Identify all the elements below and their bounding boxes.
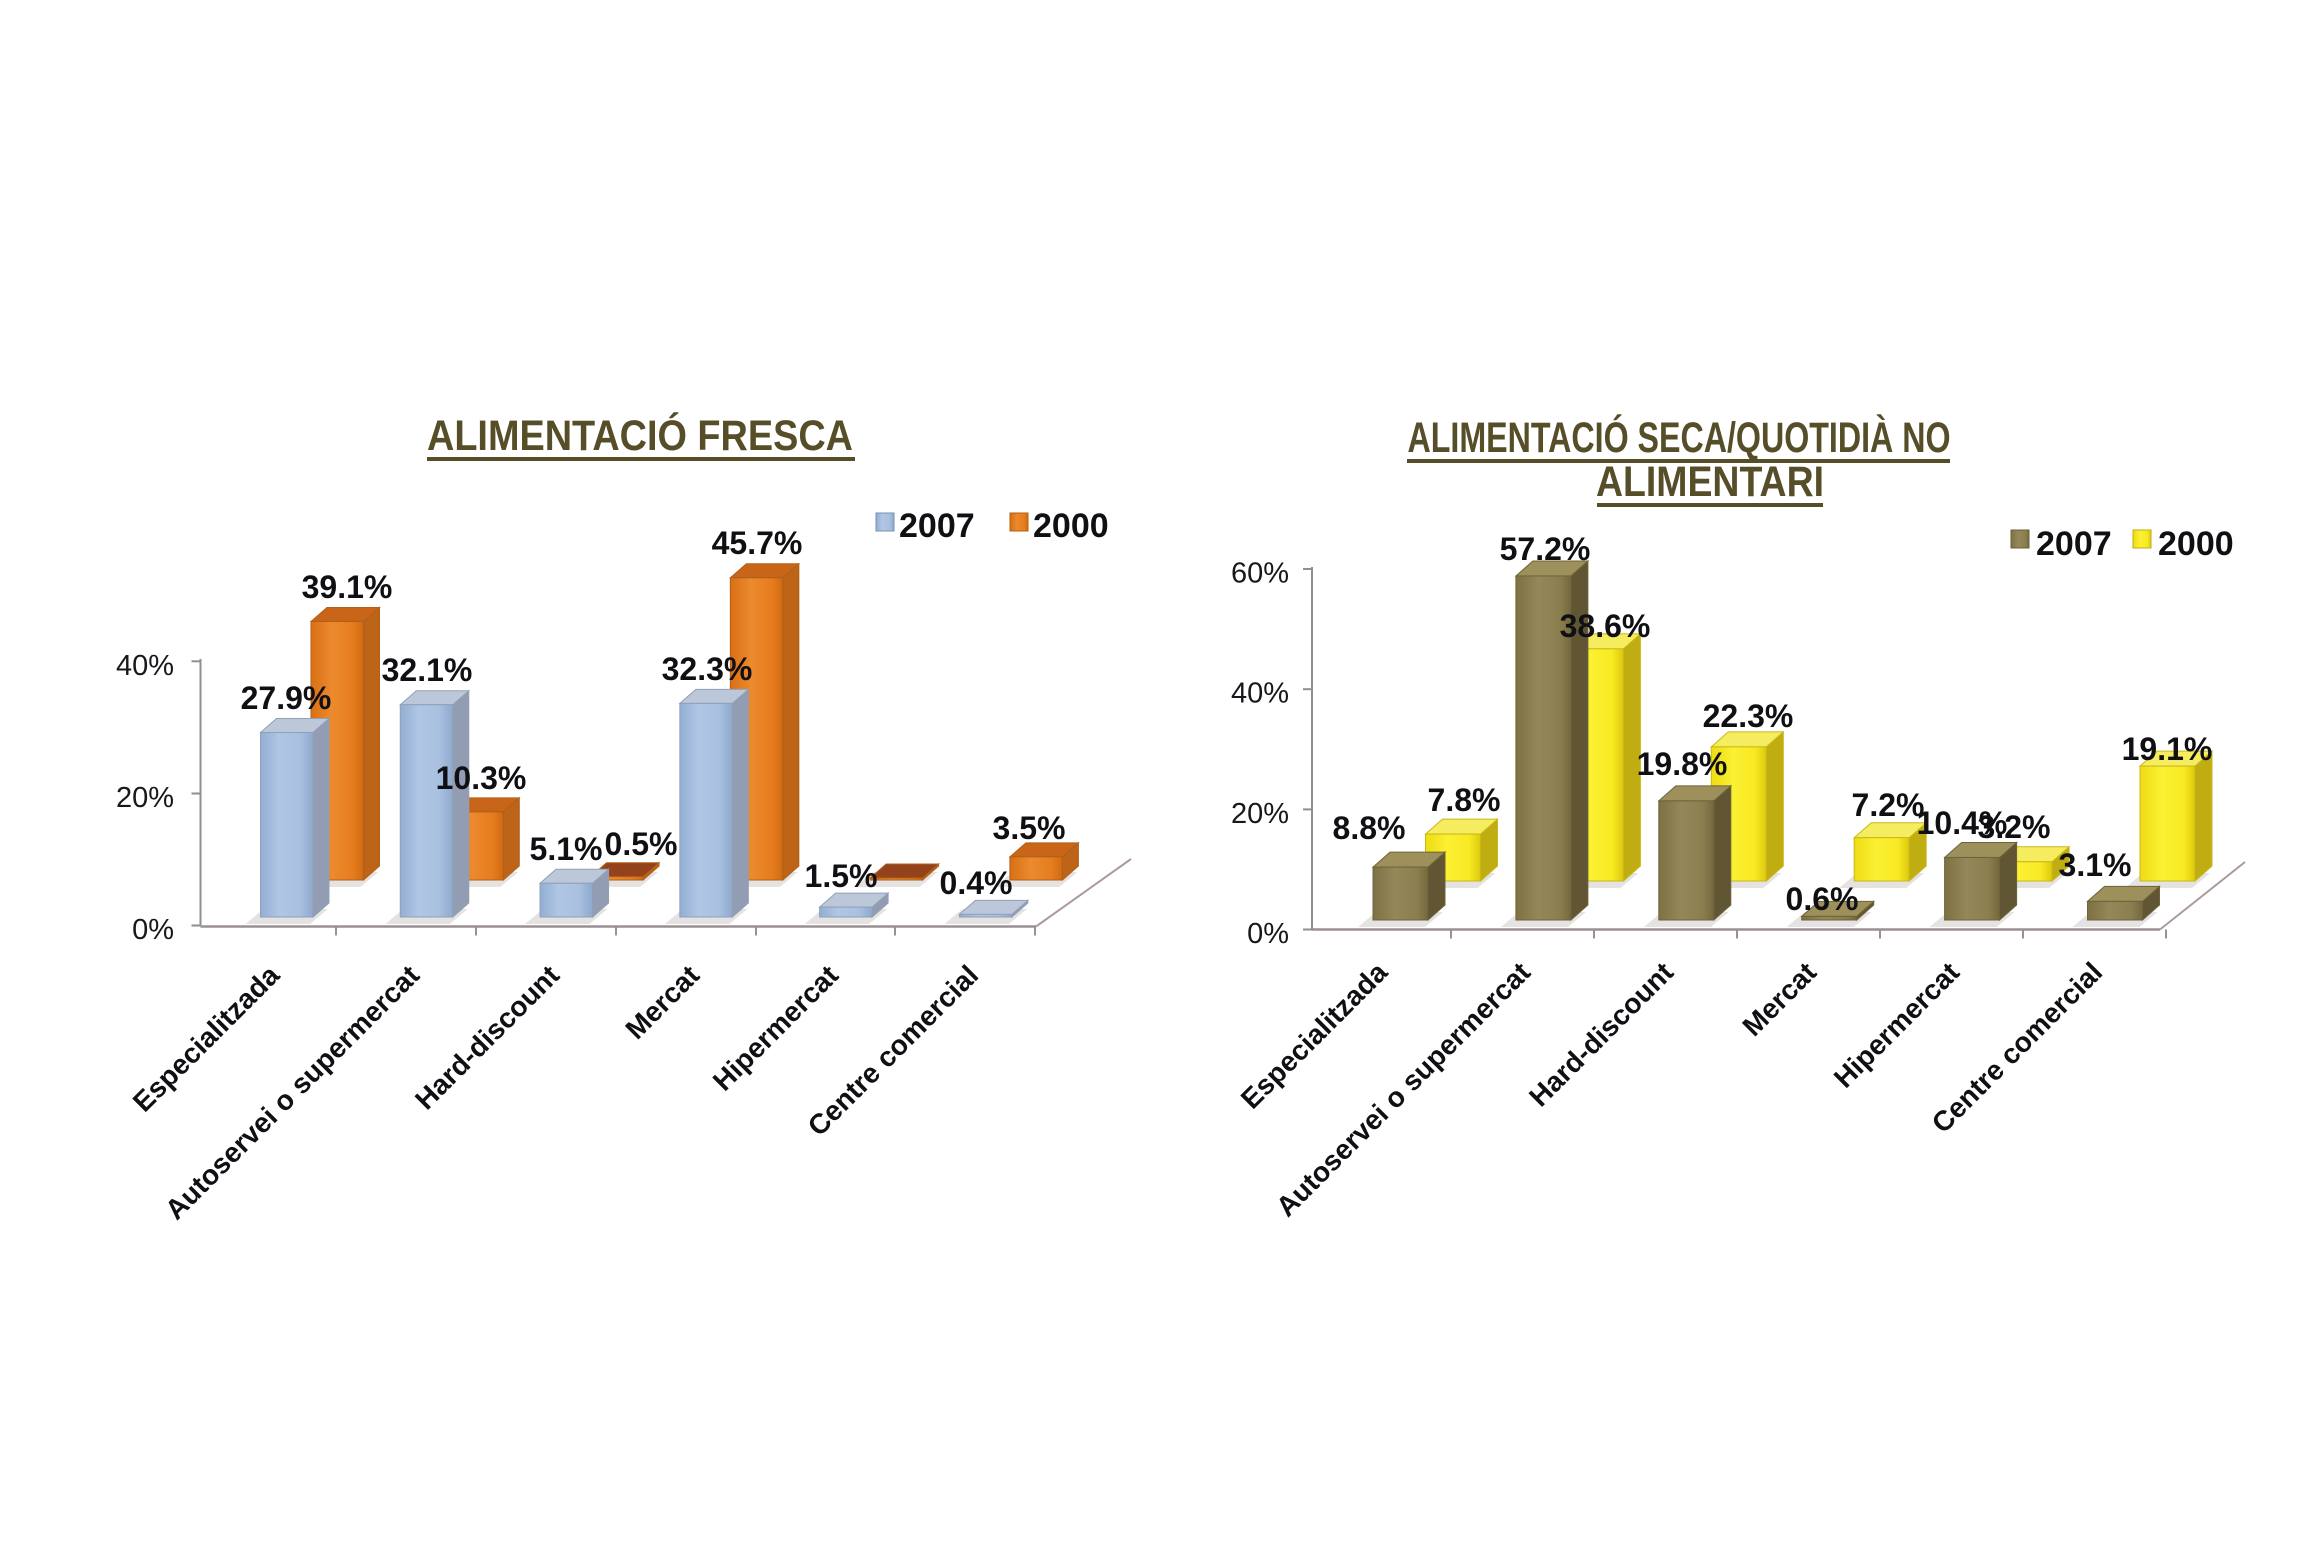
svg-text:0%: 0% <box>1247 918 1289 950</box>
svg-text:5.1%: 5.1% <box>530 831 603 867</box>
svg-text:40%: 40% <box>116 650 174 682</box>
svg-text:60%: 60% <box>1231 558 1289 590</box>
svg-text:10.3%: 10.3% <box>436 760 527 796</box>
svg-text:20%: 20% <box>1231 798 1289 830</box>
svg-text:57.2%: 57.2% <box>1500 531 1591 567</box>
svg-text:3.5%: 3.5% <box>993 810 1066 846</box>
svg-text:19.1%: 19.1% <box>2122 731 2213 767</box>
svg-text:2007: 2007 <box>899 507 975 545</box>
svg-text:1.5%: 1.5% <box>805 858 878 894</box>
svg-text:0.5%: 0.5% <box>605 826 678 862</box>
svg-text:2007: 2007 <box>2036 525 2112 563</box>
svg-text:38.6%: 38.6% <box>1560 608 1651 644</box>
svg-text:20%: 20% <box>116 782 174 814</box>
svg-text:32.3%: 32.3% <box>662 651 753 687</box>
svg-text:27.9%: 27.9% <box>241 680 332 716</box>
svg-text:45.7%: 45.7% <box>712 525 803 561</box>
svg-text:8.8%: 8.8% <box>1333 810 1406 846</box>
svg-text:10.4%: 10.4% <box>1917 805 2008 841</box>
svg-text:0.6%: 0.6% <box>1786 881 1859 917</box>
svg-text:39.1%: 39.1% <box>302 569 393 605</box>
svg-text:7.8%: 7.8% <box>1428 782 1501 818</box>
svg-text:ALIMENTACIÓ FRESCA: ALIMENTACIÓ FRESCA <box>427 411 853 460</box>
svg-text:40%: 40% <box>1231 678 1289 710</box>
svg-text:3.2%: 3.2% <box>1978 809 2051 845</box>
svg-text:3.1%: 3.1% <box>2059 847 2132 883</box>
svg-text:19.8%: 19.8% <box>1637 746 1728 782</box>
svg-text:7.2%: 7.2% <box>1852 787 1925 823</box>
svg-text:0.4%: 0.4% <box>940 865 1013 901</box>
svg-text:ALIMENTARI: ALIMENTARI <box>1596 458 1824 506</box>
svg-text:22.3%: 22.3% <box>1703 698 1794 734</box>
svg-text:32.1%: 32.1% <box>382 652 473 688</box>
svg-text:2000: 2000 <box>2158 525 2234 563</box>
svg-text:ALIMENTACIÓ SECA/QUOTIDIÀ NO: ALIMENTACIÓ SECA/QUOTIDIÀ NO <box>1408 413 1951 462</box>
svg-text:0%: 0% <box>132 914 174 946</box>
svg-text:2000: 2000 <box>1033 507 1109 545</box>
